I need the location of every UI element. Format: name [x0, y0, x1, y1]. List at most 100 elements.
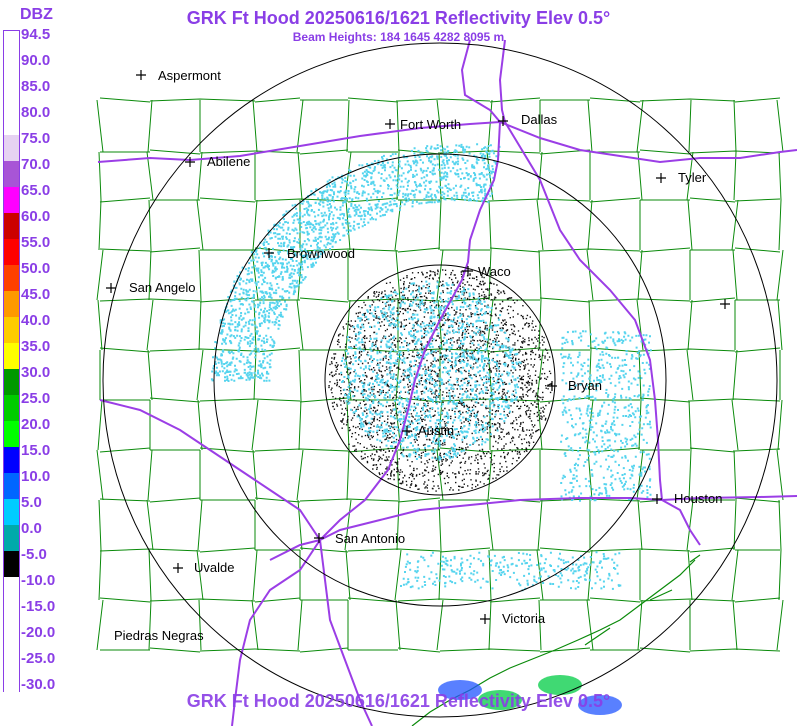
coastal-echo: [438, 680, 482, 700]
legend-label: 0.0: [21, 520, 42, 537]
legend-label: -30.0: [21, 676, 56, 693]
city-label: Piedras Negras: [114, 628, 204, 643]
legend-label: 65.0: [21, 182, 51, 199]
legend-swatch: [4, 31, 19, 57]
city-label: Dallas: [521, 112, 558, 127]
legend-swatch: [4, 603, 19, 629]
legend-swatch: [4, 135, 19, 161]
legend-swatch: [4, 577, 19, 603]
legend-swatch: [4, 265, 19, 291]
interstate-highways: [97, 39, 797, 726]
city-label: Waco: [478, 264, 511, 279]
arc-echoes: [210, 143, 501, 382]
legend-swatch: [4, 421, 19, 447]
legend-swatch: [4, 369, 19, 395]
city-marker-icon: [385, 119, 395, 129]
legend-label: -25.0: [21, 650, 56, 667]
legend-swatch: [4, 213, 19, 239]
coastal-echo: [578, 695, 622, 715]
city-label: Uvalde: [194, 560, 234, 575]
legend-label: 50.0: [21, 260, 51, 277]
legend-label: -5.0: [21, 546, 47, 563]
legend-swatch: [4, 317, 19, 343]
legend-swatch: [4, 447, 19, 473]
city-label: Houston: [674, 491, 722, 506]
legend-swatch: [4, 681, 19, 707]
legend-swatch: [4, 499, 19, 525]
city-label: San Angelo: [129, 280, 196, 295]
city-marker-icon: [264, 248, 274, 258]
city-marker-icon: [720, 299, 730, 309]
legend-label: 30.0: [21, 364, 51, 381]
legend-swatch: [4, 551, 19, 577]
city-marker-icon: [498, 116, 508, 126]
city-label: Fort Worth: [400, 117, 461, 132]
city-marker-icon: [547, 381, 557, 391]
city-marker-icon: [314, 533, 324, 543]
coastal-echo: [478, 690, 522, 710]
city-label: Austin: [418, 423, 454, 438]
beam-heights: Beam Heights: 184 1645 4282 8095 m: [292, 30, 505, 44]
radar-echoes: [210, 143, 652, 715]
city-marker-icon: [480, 614, 490, 624]
legend-label: 94.5: [21, 26, 51, 43]
legend-label: -20.0: [21, 624, 56, 641]
legend-label: 60.0: [21, 208, 51, 225]
range-rings: [102, 42, 778, 718]
legend-label: 15.0: [21, 442, 51, 459]
map-title-bottom: GRK Ft Hood 20250616/1621 Reflectivity E…: [186, 691, 611, 711]
legend-label: 90.0: [21, 52, 51, 69]
legend-swatch: [4, 57, 19, 83]
city-label: Aspermont: [158, 68, 221, 83]
legend-swatch: [4, 473, 19, 499]
legend-swatch: [4, 83, 19, 109]
city-marker-icon: [106, 283, 116, 293]
city-label: Brownwood: [287, 246, 355, 261]
city-label: Victoria: [502, 611, 546, 626]
legend-label: 45.0: [21, 286, 51, 303]
city-marker-icon: [173, 563, 183, 573]
city-label: Tyler: [678, 170, 707, 185]
legend-swatch: [4, 187, 19, 213]
inner-echoes: [340, 280, 522, 461]
map-title: GRK Ft Hood 20250616/1621 Reflectivity E…: [186, 8, 611, 28]
legend-label: 20.0: [21, 416, 51, 433]
city-marker-icon: [136, 70, 146, 80]
legend-label: 55.0: [21, 234, 51, 251]
clutter-echoes: [328, 269, 553, 492]
color-legend: [3, 30, 20, 707]
south-echoes: [400, 551, 622, 592]
legend-unit: DBZ: [20, 6, 53, 23]
legend-swatch: [4, 291, 19, 317]
legend-label: 25.0: [21, 390, 51, 407]
legend-label: 70.0: [21, 156, 51, 173]
city-markers: Aspermont Fort Worth Dallas Abilene Tyler Bro…: [106, 68, 730, 643]
legend-label: 40.0: [21, 312, 51, 329]
legend-swatch: [4, 525, 19, 551]
city-marker-icon: [463, 266, 473, 276]
legend-label: 85.0: [21, 78, 51, 95]
legend-swatch: [4, 343, 19, 369]
city-marker-icon: [402, 426, 412, 436]
legend-label: 35.0: [21, 338, 51, 355]
legend-swatch: [4, 395, 19, 421]
city-label: Bryan: [568, 378, 602, 393]
east-echoes: [560, 330, 652, 502]
city-label: Abilene: [207, 154, 250, 169]
legend-swatch: [4, 239, 19, 265]
legend-label: 75.0: [21, 130, 51, 147]
city-marker-icon: [185, 157, 195, 167]
legend-label: 10.0: [21, 468, 51, 485]
city-marker-icon: [652, 494, 662, 504]
legend-label: 5.0: [21, 494, 42, 511]
legend-label: 80.0: [21, 104, 51, 121]
city-marker-icon: [656, 173, 666, 183]
legend-label: -10.0: [21, 572, 56, 589]
legend-label: -15.0: [21, 598, 56, 615]
legend-swatch: [4, 629, 19, 655]
legend-swatch: [4, 161, 19, 187]
city-label: San Antonio: [335, 531, 405, 546]
legend-swatch: [4, 655, 19, 681]
legend-swatch: [4, 109, 19, 135]
